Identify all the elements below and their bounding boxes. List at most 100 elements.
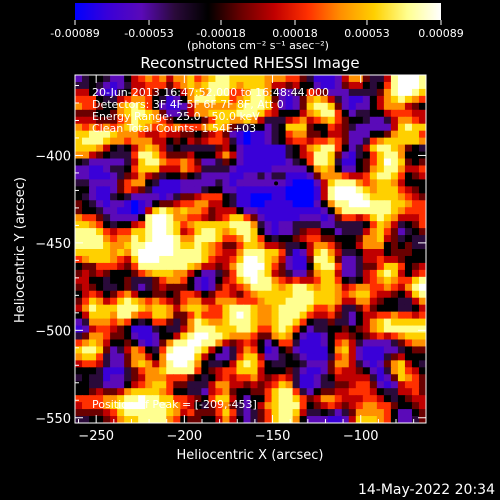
heatmap-cell xyxy=(404,360,413,368)
heatmap-cell xyxy=(89,325,97,334)
heatmap-cell xyxy=(264,255,273,264)
heatmap-cell xyxy=(292,165,301,174)
heatmap-cell xyxy=(327,144,336,153)
heatmap-cell xyxy=(152,172,160,180)
heatmap-cell xyxy=(306,381,315,389)
heatmap-cell xyxy=(159,339,167,348)
heatmap-cell xyxy=(222,228,231,236)
heatmap-cell xyxy=(376,186,385,194)
heatmap-cell xyxy=(222,179,231,187)
heatmap-cell xyxy=(362,374,371,382)
heatmap-cell xyxy=(82,339,90,348)
heatmap-cell xyxy=(327,360,336,368)
heatmap-cell xyxy=(75,228,83,236)
heatmap-cell xyxy=(257,360,266,368)
heatmap-cell xyxy=(278,137,287,146)
heatmap-cell xyxy=(243,360,252,368)
heatmap-cell xyxy=(334,353,343,361)
heatmap-cell xyxy=(173,221,181,229)
heatmap-cell xyxy=(229,332,238,341)
heatmap-cell xyxy=(355,221,364,229)
colorbar-tick-label: -0.00053 xyxy=(124,27,173,40)
heatmap-cell xyxy=(320,186,329,194)
heatmap-cell xyxy=(313,353,322,361)
heatmap-cell xyxy=(243,172,252,180)
heatmap-cell xyxy=(369,81,378,90)
heatmap-cell xyxy=(271,158,280,167)
heatmap-cell xyxy=(264,144,273,153)
heatmap-cell xyxy=(173,151,181,160)
heatmap-cell xyxy=(222,242,231,250)
heatmap-cell xyxy=(257,221,266,229)
heatmap-cell xyxy=(264,297,273,306)
heatmap-cell xyxy=(166,172,174,180)
heatmap-cell xyxy=(383,255,392,264)
heatmap-cell xyxy=(89,123,97,132)
heatmap-cell xyxy=(320,339,329,348)
heatmap-cell xyxy=(362,221,371,229)
heatmap-cell xyxy=(103,374,111,382)
heatmap-cell xyxy=(285,109,294,118)
heatmap-cell xyxy=(159,297,167,306)
heatmap-cell xyxy=(355,75,364,83)
heatmap-cell xyxy=(299,269,308,278)
heatmap-cell xyxy=(411,235,420,243)
heatmap-cell xyxy=(341,109,350,118)
heatmap-cell xyxy=(103,102,111,111)
heatmap-cell xyxy=(299,381,308,389)
heatmap-cell xyxy=(180,109,188,118)
heatmap-cell xyxy=(187,416,195,423)
heatmap-cell xyxy=(236,186,245,194)
heatmap-cell xyxy=(208,297,216,306)
heatmap-cell xyxy=(159,158,167,167)
heatmap-cell xyxy=(187,102,195,111)
heatmap-cell xyxy=(82,262,90,271)
heatmap-cell xyxy=(166,102,174,111)
heatmap-cell xyxy=(418,374,426,382)
heatmap-cell xyxy=(124,367,132,375)
heatmap-cell xyxy=(376,311,385,320)
heatmap-cell xyxy=(180,193,188,201)
heatmap-cell xyxy=(117,249,125,257)
heatmap-cell xyxy=(243,158,252,167)
heatmap-cell xyxy=(96,325,104,334)
heatmap-cell xyxy=(222,235,231,243)
heatmap-cell xyxy=(355,402,364,410)
heatmap-cell xyxy=(327,409,336,417)
heatmap-cell xyxy=(404,416,413,423)
heatmap-cell xyxy=(397,221,406,229)
heatmap-cell xyxy=(180,95,188,104)
heatmap-cell xyxy=(299,151,308,160)
heatmap-cell xyxy=(89,374,97,382)
heatmap-cell xyxy=(159,374,167,382)
heatmap-cell xyxy=(355,276,364,285)
heatmap-cell xyxy=(369,144,378,153)
heatmap-cell xyxy=(124,151,132,160)
heatmap-cell xyxy=(208,353,216,361)
heatmap-cell xyxy=(82,381,90,389)
heatmap-cell xyxy=(75,165,83,174)
heatmap-cell xyxy=(257,367,266,375)
heatmap-cell xyxy=(383,381,392,389)
heatmap-cell xyxy=(89,151,97,160)
heatmap-cell xyxy=(75,193,83,201)
heatmap-cell xyxy=(299,367,308,375)
heatmap-cell xyxy=(194,402,202,410)
heatmap-cell xyxy=(229,388,238,396)
heatmap-cell xyxy=(271,276,280,285)
heatmap-cell xyxy=(201,214,209,222)
heatmap-cell xyxy=(411,325,420,334)
heatmap-cell xyxy=(173,388,181,396)
heatmap-cell xyxy=(376,325,385,334)
heatmap-cell xyxy=(362,381,371,389)
heatmap-cell xyxy=(390,339,399,348)
heatmap-cell xyxy=(159,95,167,104)
heatmap-cell xyxy=(124,304,132,313)
heatmap-cell xyxy=(89,144,97,153)
heatmap-cell xyxy=(145,200,153,208)
heatmap-cell xyxy=(152,144,160,153)
heatmap-cell xyxy=(194,388,202,396)
heatmap-cell xyxy=(376,109,385,118)
heatmap-cell xyxy=(257,416,266,423)
heatmap-cell xyxy=(257,332,266,341)
